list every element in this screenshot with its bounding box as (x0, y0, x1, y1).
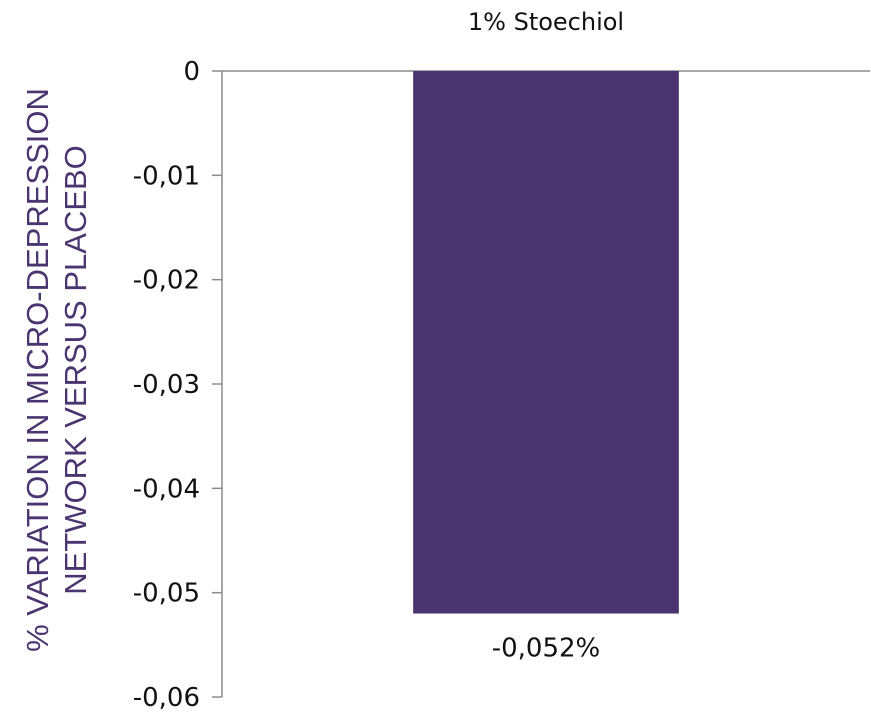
y-tick-label: -0,03 (133, 370, 200, 400)
labels: 1% Stoechiol -0,052% (468, 8, 624, 664)
y-tick-label: -0,05 (133, 579, 200, 609)
bars (413, 71, 679, 614)
bar (413, 71, 679, 614)
y-tick-label: -0,04 (133, 474, 200, 504)
y-axis: 0 -0,01 -0,02 -0,03 -0,04 -0,05 -0,06 (133, 57, 870, 713)
y-tick-label: -0,01 (133, 161, 200, 191)
data-label: -0,052% (492, 634, 601, 664)
y-tick-label: 0 (183, 57, 200, 87)
y-axis-label-line-1: % VARIATION IN MICRO-DEPRESSION (20, 88, 55, 652)
y-tick-label: -0,02 (133, 266, 200, 296)
category-label: 1% Stoechiol (468, 8, 624, 36)
y-axis-label-line-2: NETWORK VERSUS PLACEBO (58, 145, 93, 595)
y-tick-label: -0,06 (133, 683, 200, 713)
